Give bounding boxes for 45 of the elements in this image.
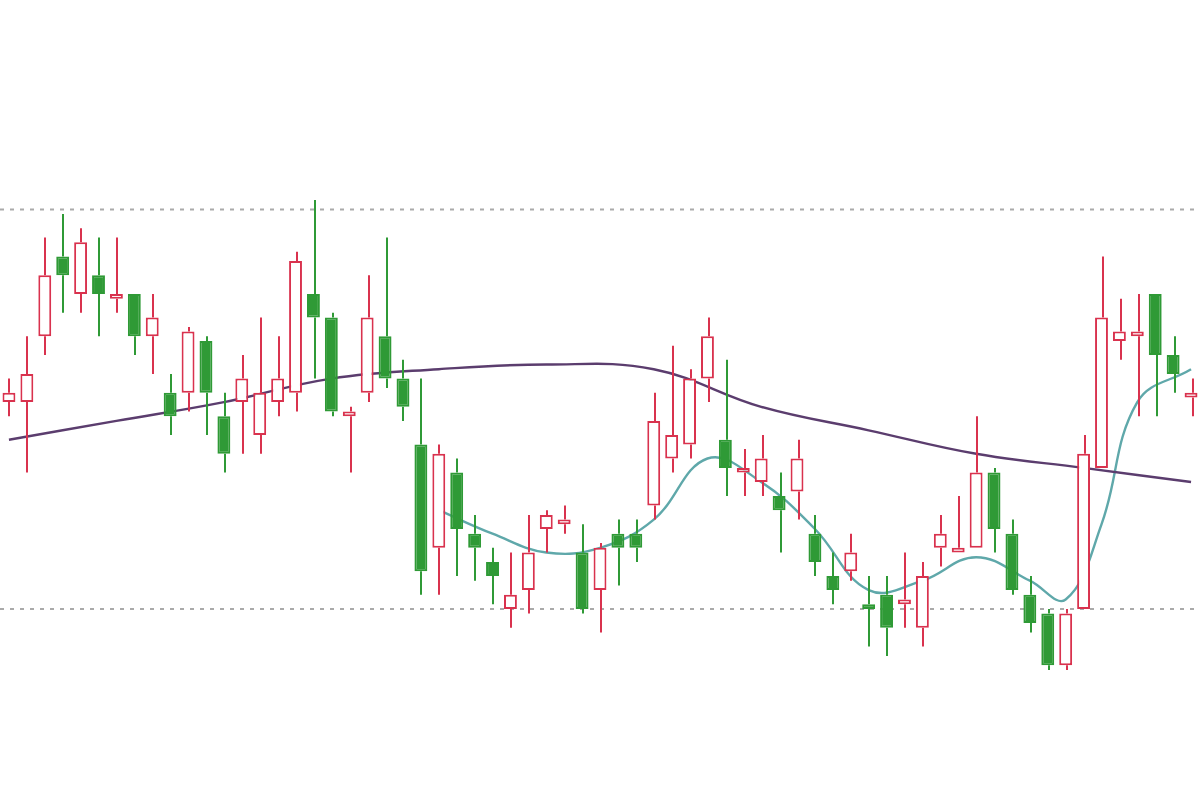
candlestick <box>629 518 643 563</box>
candlestick <box>521 513 535 615</box>
candlestick <box>324 311 338 418</box>
candlestick <box>360 274 374 404</box>
candlestick <box>1041 607 1055 671</box>
candlestick <box>163 372 177 436</box>
candlestick <box>951 495 965 553</box>
candlestick <box>772 471 786 554</box>
candlestick <box>127 294 141 357</box>
candlestick <box>1023 575 1037 634</box>
candlestick <box>450 457 464 577</box>
candlestick <box>217 391 231 474</box>
candlestick <box>378 236 392 389</box>
candlestick <box>647 391 661 521</box>
candlestick <box>253 316 267 455</box>
candlestick <box>754 434 768 498</box>
candlestick <box>665 344 679 474</box>
candlestick <box>235 354 249 455</box>
candlestick <box>181 325 195 413</box>
candlestick <box>1005 518 1019 596</box>
candlestick <box>38 236 52 357</box>
candlestick <box>306 199 320 380</box>
candlestick <box>808 513 822 577</box>
candlestick <box>432 443 446 596</box>
candlestick <box>289 250 302 413</box>
candlestick <box>1095 255 1108 468</box>
candlestick <box>109 236 123 314</box>
candlestick <box>271 335 285 418</box>
candlestick <box>1059 607 1073 671</box>
candlestick <box>1148 294 1162 418</box>
candlestick <box>701 316 714 404</box>
candlestick <box>575 523 589 615</box>
candlestick <box>1077 434 1091 609</box>
candlestick <box>199 335 213 436</box>
candlestick <box>74 227 88 314</box>
candlestick <box>683 368 696 460</box>
candlestick <box>736 448 750 498</box>
candlestick <box>862 575 876 648</box>
candlestick <box>414 377 428 596</box>
candlestick <box>718 358 732 498</box>
candlestick <box>969 415 983 548</box>
candlestick <box>880 575 894 657</box>
candlestick <box>20 335 34 474</box>
candlestick <box>915 560 929 648</box>
candlestick <box>611 518 625 587</box>
